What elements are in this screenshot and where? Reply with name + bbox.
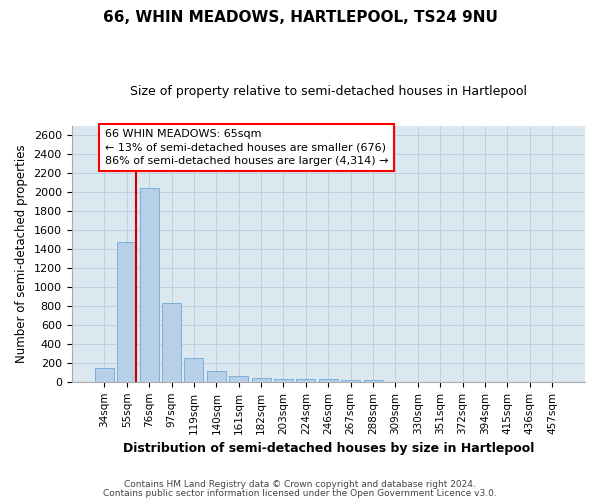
Text: Contains public sector information licensed under the Open Government Licence v3: Contains public sector information licen… [103, 489, 497, 498]
Y-axis label: Number of semi-detached properties: Number of semi-detached properties [15, 144, 28, 363]
Bar [140, 188, 158, 382]
Bar [319, 380, 338, 382]
Bar [184, 358, 203, 382]
Bar [274, 380, 293, 382]
Bar [95, 368, 114, 382]
Text: 66 WHIN MEADOWS: 65sqm
← 13% of semi-detached houses are smaller (676)
86% of se: 66 WHIN MEADOWS: 65sqm ← 13% of semi-det… [105, 130, 388, 166]
Title: Size of property relative to semi-detached houses in Hartlepool: Size of property relative to semi-detach… [130, 85, 527, 98]
X-axis label: Distribution of semi-detached houses by size in Hartlepool: Distribution of semi-detached houses by … [122, 442, 534, 455]
Bar [162, 303, 181, 382]
Bar [229, 376, 248, 382]
Text: Contains HM Land Registry data © Crown copyright and database right 2024.: Contains HM Land Registry data © Crown c… [124, 480, 476, 489]
Bar [341, 380, 360, 382]
Bar [207, 371, 226, 382]
Bar [251, 378, 271, 382]
Bar [364, 380, 383, 382]
Bar [117, 242, 136, 382]
Text: 66, WHIN MEADOWS, HARTLEPOOL, TS24 9NU: 66, WHIN MEADOWS, HARTLEPOOL, TS24 9NU [103, 10, 497, 25]
Bar [296, 380, 316, 382]
